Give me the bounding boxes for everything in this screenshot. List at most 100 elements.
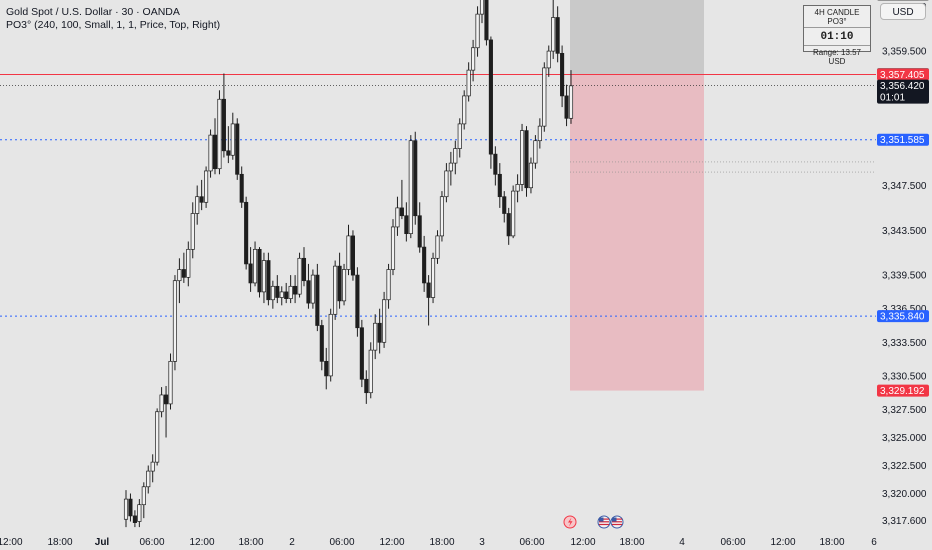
candle[interactable] [301,247,307,287]
candle[interactable] [497,163,502,208]
candle[interactable] [337,252,342,309]
candle[interactable] [475,6,480,57]
candle[interactable] [515,174,520,203]
candle[interactable] [257,247,262,298]
candle[interactable] [564,84,569,127]
candle[interactable] [123,490,129,528]
candle[interactable] [551,0,556,59]
candle[interactable] [275,275,280,304]
candle[interactable] [350,230,356,281]
candle[interactable] [404,202,409,242]
candle[interactable] [417,202,422,253]
candle[interactable] [408,135,413,239]
candle[interactable] [493,146,498,186]
candle[interactable] [284,282,289,304]
candle[interactable] [244,196,249,270]
candle[interactable] [235,118,240,180]
candle[interactable] [435,230,440,264]
candle[interactable] [466,62,471,102]
candle[interactable] [555,6,560,63]
candle[interactable] [560,45,565,108]
candle[interactable] [208,129,213,178]
candle[interactable] [137,499,142,528]
candle[interactable] [248,247,253,292]
candle[interactable] [346,224,351,276]
candle[interactable] [297,252,302,298]
candle[interactable] [146,465,151,494]
us-flag-event-icon[interactable] [610,515,624,529]
us-flag-event-icon[interactable] [597,515,611,529]
price-badge[interactable]: 3,335.840 [877,310,929,323]
candle[interactable] [524,126,529,197]
candle[interactable] [462,90,467,130]
candle[interactable] [239,166,244,208]
candle[interactable] [159,387,164,418]
candle[interactable] [190,202,195,259]
candle[interactable] [315,263,320,332]
candle[interactable] [306,263,311,309]
flash-event-icon[interactable] [563,515,577,529]
stop-loss-zone[interactable] [570,0,704,75]
candle[interactable] [253,241,258,287]
candle[interactable] [413,131,418,225]
candle[interactable] [333,260,338,320]
candle[interactable] [288,275,293,304]
candle[interactable] [399,179,404,220]
candle[interactable] [373,314,378,360]
candle[interactable] [324,347,329,390]
candle[interactable] [141,482,146,519]
candle[interactable] [448,151,453,186]
candle[interactable] [431,252,436,304]
candle[interactable] [542,62,547,132]
indicator-legend[interactable]: PO3° (240, 100, Small, 1, 1, Price, Top,… [6,19,221,31]
candle[interactable] [319,319,324,371]
candle[interactable] [204,166,209,208]
candle[interactable] [488,36,493,169]
candle[interactable] [377,308,382,354]
candle[interactable] [261,252,267,304]
candle[interactable] [395,196,400,236]
candle[interactable] [426,275,431,326]
candle[interactable] [186,241,191,287]
candle[interactable] [568,70,574,124]
candle[interactable] [199,179,204,211]
candle[interactable] [164,385,169,438]
candle[interactable] [172,275,178,371]
candle[interactable] [230,112,235,160]
candle[interactable] [266,252,271,306]
candle[interactable] [546,45,551,77]
candle[interactable] [355,267,360,337]
candle[interactable] [506,207,511,245]
candle[interactable] [177,258,182,304]
candle[interactable] [132,510,137,528]
candle[interactable] [444,163,449,203]
candle[interactable] [181,252,186,283]
candle[interactable] [453,140,458,175]
candle[interactable] [368,342,373,399]
candle[interactable] [519,123,525,192]
candle[interactable] [279,286,284,306]
candle[interactable] [221,73,226,158]
candle[interactable] [502,191,507,223]
candle[interactable] [386,263,391,309]
candle[interactable] [195,185,200,225]
candle[interactable] [212,118,218,175]
candle[interactable] [528,157,534,194]
candle[interactable] [217,90,222,175]
candle[interactable] [342,263,347,306]
candle[interactable] [422,235,427,292]
candle[interactable] [439,191,445,242]
candle[interactable] [471,39,476,82]
candle[interactable] [155,408,160,466]
candle[interactable] [293,275,298,304]
price-badge[interactable]: 3,329.192 [877,384,929,398]
candle[interactable] [359,319,364,388]
candle[interactable] [537,118,542,149]
candle[interactable] [150,454,155,483]
candle[interactable] [128,493,133,522]
candle[interactable] [479,0,485,24]
price-badge[interactable]: 3,364.528 [877,0,929,1]
price-badge[interactable]: 3,357.405 [877,68,929,82]
